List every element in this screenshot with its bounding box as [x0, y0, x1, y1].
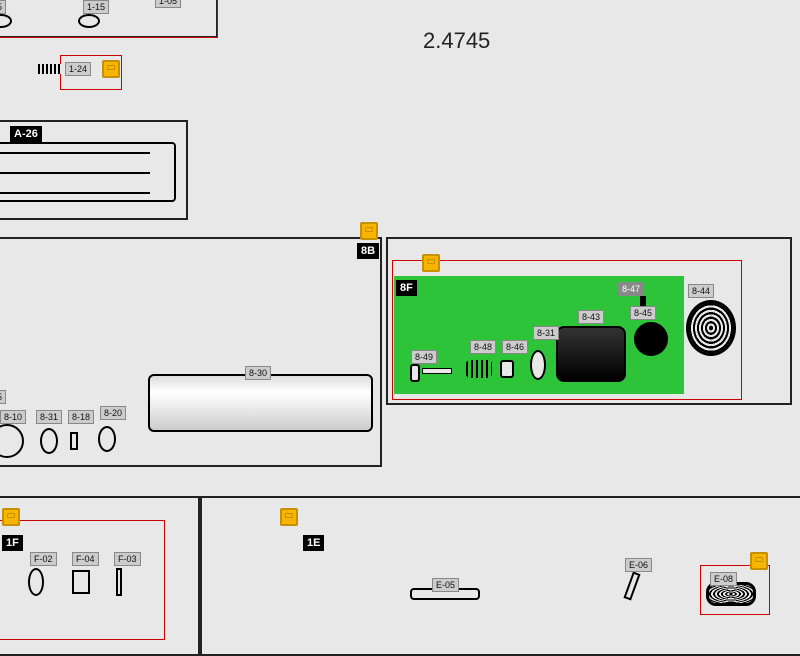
part-8-48-spring [466, 360, 492, 378]
frame-8b [0, 237, 382, 467]
part-8-20 [98, 426, 116, 452]
part-8-31 [40, 428, 58, 454]
part-label-8-31: 8-31 [36, 410, 62, 424]
part-label-8-43: 8-43 [578, 310, 604, 324]
part-1-24-spring [38, 64, 62, 74]
comment-icon[interactable] [360, 222, 378, 240]
part-f-04 [72, 570, 90, 594]
part-f-02 [28, 568, 44, 596]
part-label-F-04: F-04 [72, 552, 99, 566]
part-1-15b [78, 14, 100, 28]
part-label-25: 25 [0, 390, 6, 404]
comment-icon[interactable] [280, 508, 298, 526]
part-8-31b [530, 350, 546, 380]
part-label-1-15: 1-15 [83, 0, 109, 14]
part-barrel-8-30 [148, 374, 373, 432]
part-label-8-46: 8-46 [502, 340, 528, 354]
section-tag-1f: 1F [2, 535, 23, 551]
part-label-8-18: 8-18 [68, 410, 94, 424]
receiver-detail [0, 152, 150, 154]
part-label-E-08: E-08 [710, 572, 737, 586]
comment-icon[interactable] [2, 508, 20, 526]
part-label-F-02: F-02 [30, 552, 57, 566]
part-8-49 [410, 364, 420, 382]
part-8-46 [500, 360, 514, 378]
part-label-E-06: E-06 [625, 558, 652, 572]
part-label-8-49: 8-49 [411, 350, 437, 364]
part-label-8-30: 8-30 [245, 366, 271, 380]
part-label-8-20: 8-20 [100, 406, 126, 420]
part-label-8-47: 8-47 [618, 282, 644, 296]
part-label-F-03: F-03 [114, 552, 141, 566]
part-8-45 [634, 322, 668, 356]
part-8-18 [70, 432, 78, 450]
part-label-8-31: 8-31 [533, 326, 559, 340]
part-label-E-05: E-05 [432, 578, 459, 592]
part-f-03 [116, 568, 122, 596]
comment-icon[interactable] [102, 60, 120, 78]
page-title: 2.4745 [423, 28, 490, 54]
part-label-1-24: 1-24 [65, 62, 91, 76]
comment-icon[interactable] [422, 254, 440, 272]
part-8-44-gear [686, 300, 736, 356]
part-label-8-10: 8-10 [0, 410, 26, 424]
part-label-1-15: 1-15 [0, 0, 6, 14]
section-tag-8b: 8B [357, 243, 379, 259]
section-tag-1e: 1E [303, 535, 324, 551]
part-label-8-48: 8-48 [470, 340, 496, 354]
section-tag-8f: 8F [396, 280, 417, 296]
section-tag-a26: A-26 [10, 126, 42, 142]
part-label-8-45: 8-45 [630, 306, 656, 320]
part-label-1-05: 1-05 [155, 0, 181, 8]
comment-icon[interactable] [750, 552, 768, 570]
part-8-49-shaft [422, 368, 452, 374]
receiver-detail [0, 172, 150, 174]
part-8-43-body [556, 326, 626, 382]
part-label-8-44: 8-44 [688, 284, 714, 298]
receiver-detail [0, 192, 150, 194]
